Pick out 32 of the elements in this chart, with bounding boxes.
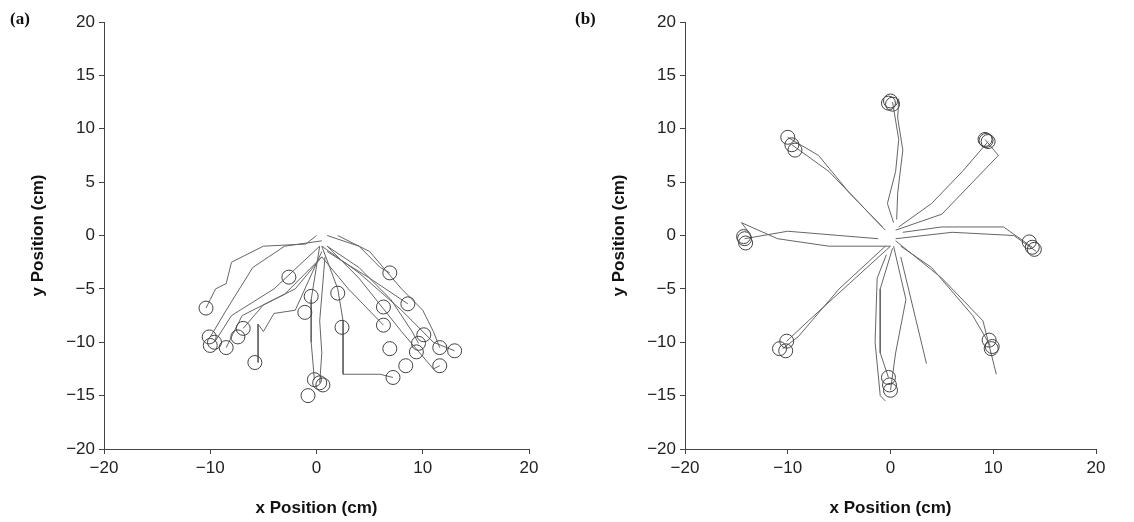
y-tick-label: −5 [75,278,95,298]
y-tick-label: 15 [657,65,676,85]
y-tick-label: 0 [85,225,95,245]
x-axis-title: x Position (cm) [829,498,952,518]
y-axis-title: y Position (cm) [27,174,47,297]
x-tick-label: 10 [983,457,1003,477]
y-tick-label: 15 [76,65,95,85]
chart-title: (a) [10,9,30,29]
x-tick-label: −10 [773,457,803,477]
y-tick-label: −15 [66,385,95,405]
y-tick-label: −10 [647,331,676,351]
y-tick-label: −10 [66,331,95,351]
y-tick-label: 20 [76,11,95,31]
x-axis-title: x Position (cm) [255,498,378,518]
y-tick-label: −20 [66,438,95,458]
y-axis-title: y Position (cm) [608,174,628,297]
y-tick-label: −15 [647,385,676,405]
x-tick-label: 20 [519,457,539,477]
y-tick-label: −5 [656,278,676,298]
x-tick-label: 20 [1086,457,1106,477]
x-tick-label: 0 [311,457,322,477]
y-tick-label: 10 [76,118,95,138]
x-tick-label: 10 [413,457,433,477]
y-tick-label: 5 [666,171,676,191]
x-tick-label: 0 [885,457,896,477]
y-tick-label: 5 [85,171,95,191]
chart-title: (b) [575,9,596,29]
x-tick-label: −10 [195,457,225,477]
y-tick-label: 10 [657,118,676,138]
y-tick-label: 20 [657,11,676,31]
y-tick-label: −20 [647,438,676,458]
y-tick-label: 0 [666,225,676,245]
